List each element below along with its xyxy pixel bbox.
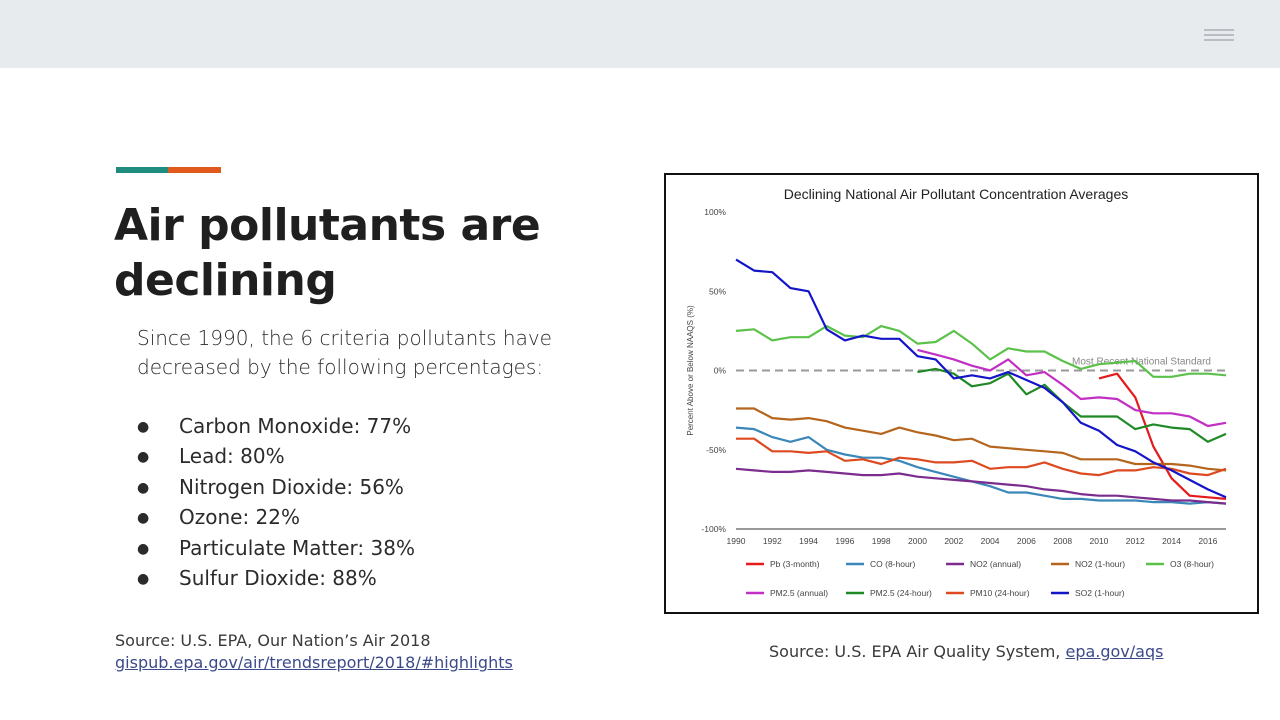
series-line [736,407,1227,472]
bullet-icon: ● [137,510,150,527]
series-line [735,426,1227,505]
x-tick-label: 2002 [944,536,963,546]
x-tick-label: 2004 [981,536,1000,546]
pollutant-trend-chart: Declining National Air Pollutant Concent… [686,186,1227,598]
y-tick-label: 0% [714,366,727,376]
x-tick-label: 2000 [908,536,927,546]
chart-frame: Declining National Air Pollutant Concent… [664,173,1259,614]
x-tick-label: 1996 [835,536,854,546]
x-tick-label: 2008 [1053,536,1072,546]
reference-line-label: Most Recent National Standard [1072,357,1211,368]
chart-title: Declining National Air Pollutant Concent… [784,186,1129,202]
series-line [1098,372,1227,500]
intro-text: Since 1990, the 6 criteria pollutants ha… [137,326,552,379]
list-item-label: Ozone: 22% [179,505,301,530]
accent-orange [168,167,221,173]
bullet-icon: ● [137,540,150,557]
list-item: ● Sulfur Dioxide: 88% [137,564,415,594]
list-item-label: Carbon Monoxide: 77% [179,414,412,438]
legend-label: NO2 (annual) [970,559,1021,569]
y-tick-label: -50% [706,445,726,455]
pollutant-list: ● Carbon Monoxide: 77% ● Lead: 80% ● Nitrog… [137,412,415,594]
source-citation-left: Source: U.S. EPA, Our Nation’s Air 2018 … [115,630,513,674]
x-tick-label: 1994 [799,536,818,546]
source-citation-right: Source: U.S. EPA Air Quality System, epa… [769,641,1163,663]
list-item: ● Nitrogen Dioxide: 56% [137,473,415,503]
series-line [735,325,1227,378]
y-tick-label: -100% [701,524,726,534]
bullet-icon: ● [137,479,150,496]
list-item: ● Particulate Matter: 38% [137,534,415,564]
list-item-label: Nitrogen Dioxide: 56% [179,474,404,499]
bullet-icon: ● [137,571,150,588]
y-axis-label: Percent Above or Below NAAQS (%) [686,305,695,436]
x-tick-label: 1992 [763,536,782,546]
list-item: ● Ozone: 22% [137,503,415,533]
y-tick-label: 100% [704,207,726,217]
list-item-label: Particulate Matter: 38% [179,535,415,560]
legend-label: Pb (3-month) [770,559,820,569]
slide-title: Air pollutants are declining [114,200,541,306]
menu-icon[interactable] [1203,28,1235,44]
series-line [735,258,1227,499]
legend-label: PM2.5 (24-hour) [870,588,932,598]
series-line [917,348,1227,428]
title-accent-bar [116,167,221,173]
list-item-label: Lead: 80% [179,444,285,469]
x-tick-label: 2006 [1017,536,1036,546]
legend-label: NO2 (1-hour) [1075,559,1125,569]
x-tick-label: 2016 [1198,536,1217,546]
series-line [917,367,1227,443]
list-item: ● Carbon Monoxide: 77% [137,412,415,442]
x-tick-label: 1990 [727,536,746,546]
list-item-label: Sulfur Dioxide: 88% [179,566,377,591]
source-right-text: Source: U.S. EPA Air Quality System, [769,642,1066,661]
bullet-icon: ● [137,419,150,435]
legend-label: PM2.5 (annual) [770,588,828,598]
top-bar [0,0,1280,68]
accent-teal [116,167,168,173]
legend-label: SO2 (1-hour) [1075,588,1125,598]
x-tick-label: 2014 [1162,536,1181,546]
y-tick-label: 50% [709,286,726,296]
series-line [735,467,1227,505]
source-right-link[interactable]: epa.gov/aqs [1065,642,1164,661]
x-tick-label: 2012 [1126,536,1145,546]
legend-label: PM10 (24-hour) [970,588,1030,598]
series-line [736,437,1227,477]
x-tick-label: 2010 [1090,536,1109,546]
source-left-link[interactable]: gispub.epa.gov/air/trendsreport/2018/#hi… [115,653,513,672]
list-item: ● Lead: 80% [137,442,415,472]
source-left-text: Source: U.S. EPA, Our Nation’s Air 2018 [115,631,431,650]
x-tick-label: 1998 [872,536,891,546]
legend-label: O3 (8-hour) [1170,559,1214,569]
bullet-icon: ● [137,449,150,466]
legend-label: CO (8-hour) [870,559,916,569]
